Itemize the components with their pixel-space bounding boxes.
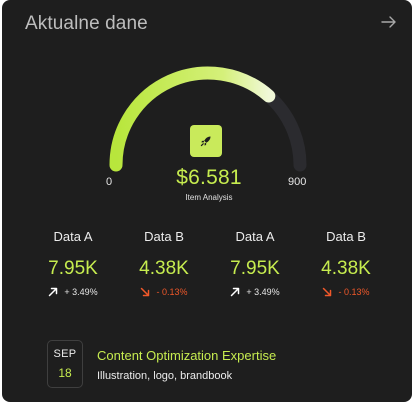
stat-value: 7.95K <box>230 258 280 279</box>
stat-change: - 0.13% <box>124 286 204 298</box>
stat-change-value: - 0.13% <box>156 287 188 297</box>
arrow-down-right-icon <box>323 287 332 297</box>
gauge-max-label: 900 <box>288 176 307 188</box>
event-title[interactable]: Content Optimization Expertise <box>97 348 277 363</box>
stat-value: 4.38K <box>321 258 371 279</box>
stat-item: Data A 7.95K + 3.49% <box>33 229 113 298</box>
event-month: SEP <box>53 348 77 360</box>
stat-change: + 3.49% <box>215 286 295 298</box>
stat-change: + 3.49% <box>33 286 113 298</box>
rocket-button[interactable] <box>190 125 222 157</box>
stat-change-value: - 0.13% <box>338 287 370 297</box>
stats-row: Data A 7.95K + 3.49% Data B 4.38K - 0.13… <box>2 229 412 299</box>
gauge-chart <box>109 66 307 172</box>
arrow-down-right-icon <box>141 287 150 297</box>
stat-label: Data A <box>235 229 275 244</box>
event-subtitle: Illustration, logo, brandbook <box>97 370 233 382</box>
stat-label: Data A <box>53 229 93 244</box>
stat-label: Data B <box>144 229 184 244</box>
stat-item: Data B 4.38K - 0.13% <box>124 229 204 298</box>
event-item[interactable]: SEP 18 Content Optimization Expertise Il… <box>47 340 397 390</box>
gauge-fill <box>109 66 276 172</box>
gauge-caption: Item Analysis <box>185 193 233 202</box>
stat-item: Data B 4.38K - 0.13% <box>306 229 386 298</box>
stat-value: 4.38K <box>139 258 189 279</box>
arrow-up-right-icon <box>231 287 240 297</box>
event-day: 18 <box>58 366 72 380</box>
rocket-icon <box>200 136 211 147</box>
stat-item: Data A 7.95K + 3.49% <box>215 229 295 298</box>
card-title: Aktualne dane <box>25 13 148 34</box>
stat-change: - 0.13% <box>306 286 386 298</box>
stat-change-value: + 3.49% <box>246 287 280 297</box>
stat-value: 7.95K <box>48 258 98 279</box>
arrow-up-right-icon <box>49 287 58 297</box>
arrow-right-icon[interactable] <box>380 12 398 32</box>
gauge-value: $6.581 <box>176 166 242 189</box>
event-date-badge: SEP 18 <box>47 340 83 388</box>
stat-change-value: + 3.49% <box>64 287 98 297</box>
stat-label: Data B <box>326 229 366 244</box>
gauge-min-label: 0 <box>106 176 113 188</box>
